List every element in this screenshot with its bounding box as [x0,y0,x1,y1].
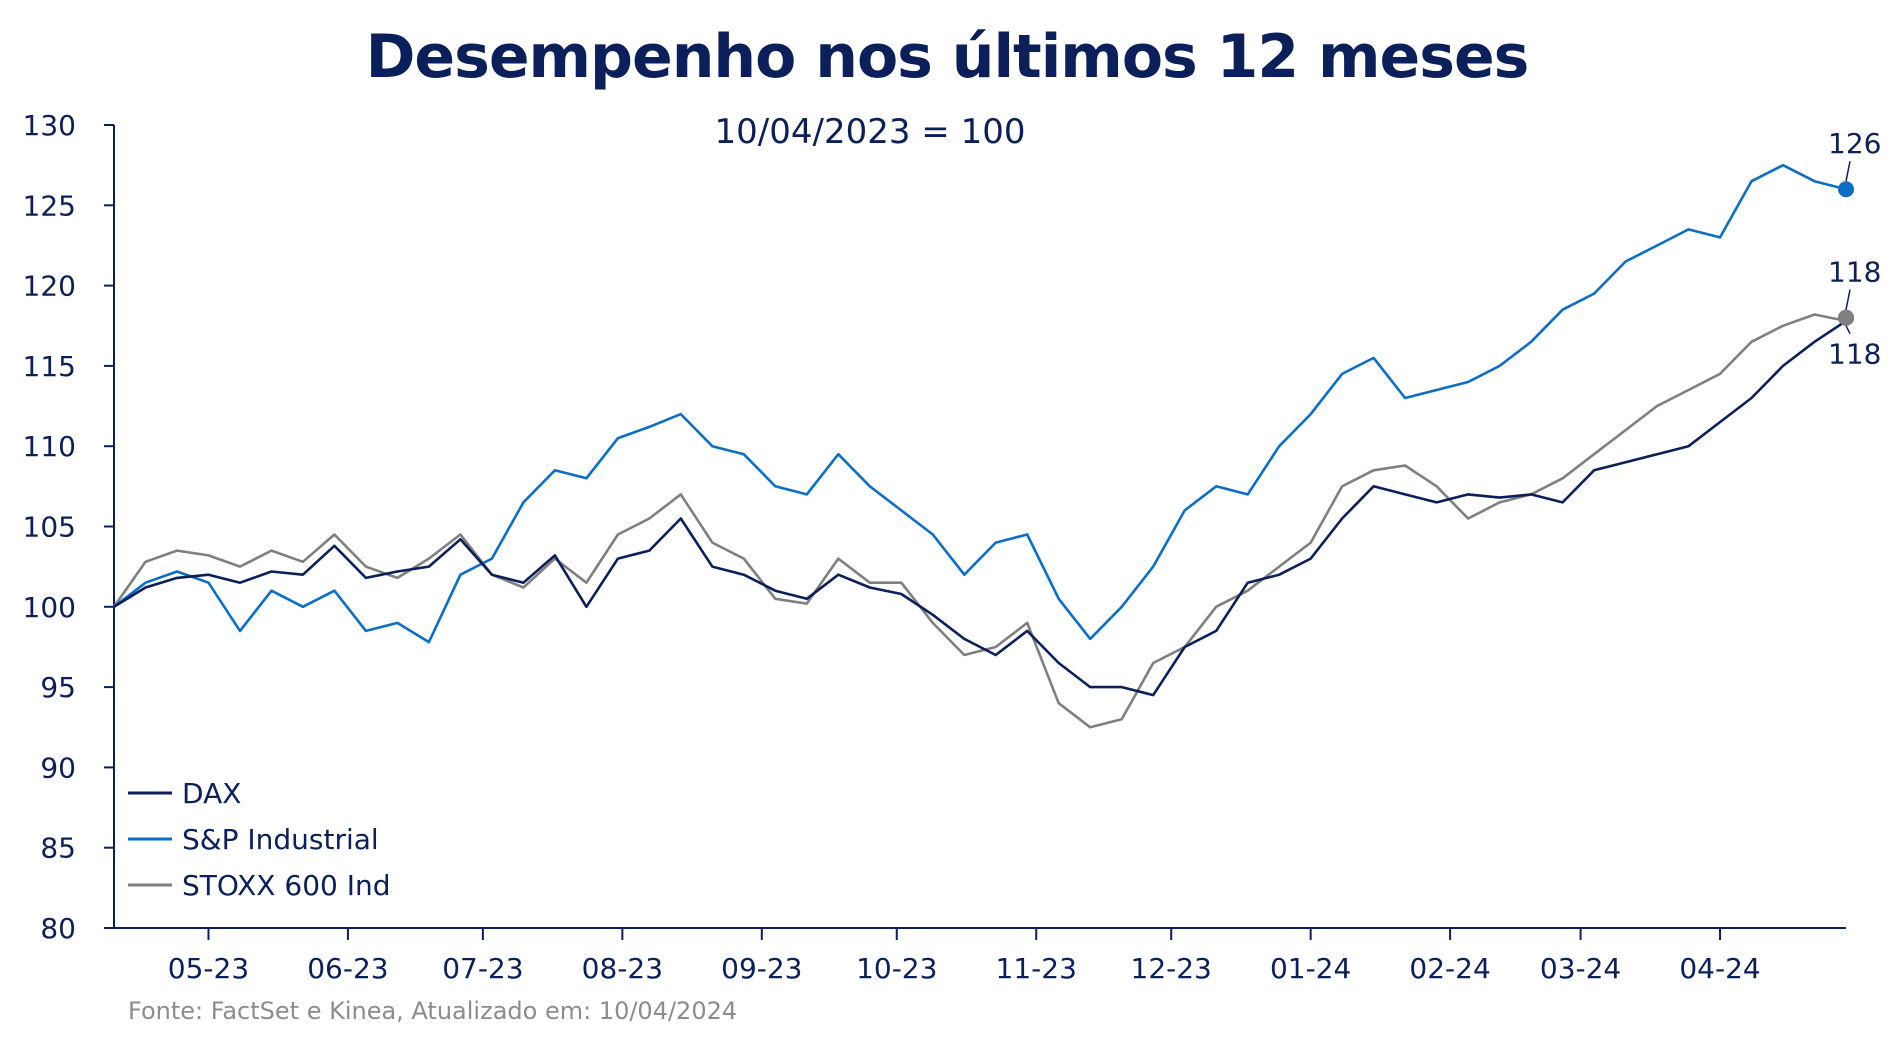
end-markers: 118 126 118 [1828,127,1881,370]
y-tick-label: 120 [23,270,76,303]
series-line-stoxx-600-ind [112,313,1847,729]
x-axis: 05-23 06-23 07-23 08-23 09-23 10-23 11-23 12-23… [114,927,1846,985]
x-tick-label: 04-24 [1679,952,1760,985]
legend-label: S&P Industrial [182,823,379,856]
series-line-dax [113,319,1847,697]
chart-title: Desempenho nos últimos 12 meses [365,22,1530,92]
x-tick-label: 03-24 [1540,952,1621,985]
x-tick-label: 11-23 [996,952,1077,985]
x-tick-label: 01-24 [1270,952,1351,985]
y-tick-label: 125 [23,189,76,222]
y-tick-label: 90 [40,751,76,784]
end-label-leader [1845,161,1851,182]
y-tick-label: 85 [40,832,76,865]
x-tick-label: 08-23 [582,952,663,985]
end-label-leader [1845,289,1851,310]
series-layer [112,163,1847,729]
y-tick-label: 130 [23,109,76,142]
end-marker-dot [1838,181,1854,198]
x-tick-label: 07-23 [442,952,523,985]
y-tick-label: 105 [23,511,76,544]
end-marker-dot [1838,309,1854,326]
x-tick-label: 02-24 [1409,952,1490,985]
y-axis: 80 85 90 95 100 105 110 115 120 125 130 [23,109,115,945]
series-line-s-p-industrial [113,163,1847,644]
end-value-label: 118 [1828,338,1881,371]
y-tick-label: 115 [23,350,76,383]
end-label-leader [1845,325,1851,335]
y-tick-label: 110 [23,430,76,463]
x-tick-label: 06-23 [307,952,388,985]
chart-source: Fonte: FactSet e Kinea, Atualizado em: 1… [128,997,738,1025]
x-tick-label: 10-23 [856,952,937,985]
y-tick-label: 80 [40,912,76,945]
x-tick-label: 12-23 [1131,952,1212,985]
y-tick-label: 100 [23,591,76,624]
chart-subtitle: 10/04/2023 = 100 [714,112,1026,152]
end-value-label: 126 [1828,127,1881,160]
legend-label: STOXX 600 Ind [182,869,391,902]
y-tick-label: 95 [40,671,76,704]
legend: DAX S&P Industrial STOXX 600 Ind [128,777,391,902]
x-tick-label: 09-23 [721,952,802,985]
x-tick-label: 05-23 [168,952,249,985]
legend-label: DAX [182,777,241,810]
end-value-label: 118 [1828,256,1881,289]
